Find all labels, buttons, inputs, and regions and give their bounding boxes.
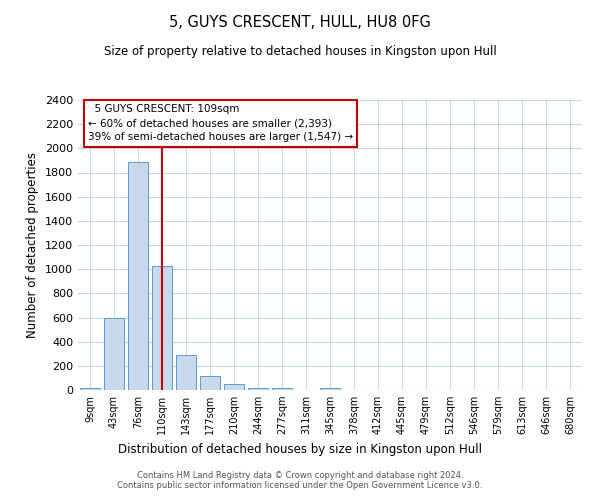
Text: 5, GUYS CRESCENT, HULL, HU8 0FG: 5, GUYS CRESCENT, HULL, HU8 0FG (169, 15, 431, 30)
Bar (152, 266, 172, 390)
Bar (320, 388, 340, 390)
Bar (176, 355, 196, 390)
Bar (128, 162, 148, 390)
Bar (80, 388, 100, 390)
Bar (200, 376, 220, 390)
Text: Contains HM Land Registry data © Crown copyright and database right 2024.
Contai: Contains HM Land Registry data © Crown c… (118, 470, 482, 490)
Bar (104, 318, 124, 390)
Y-axis label: Number of detached properties: Number of detached properties (26, 152, 40, 338)
Text: Distribution of detached houses by size in Kingston upon Hull: Distribution of detached houses by size … (118, 442, 482, 456)
Bar (272, 388, 292, 390)
Bar (224, 384, 244, 390)
Bar (248, 388, 268, 390)
Text: 5 GUYS CRESCENT: 109sqm
← 60% of detached houses are smaller (2,393)
39% of semi: 5 GUYS CRESCENT: 109sqm ← 60% of detache… (88, 104, 353, 142)
Text: Size of property relative to detached houses in Kingston upon Hull: Size of property relative to detached ho… (104, 45, 496, 58)
